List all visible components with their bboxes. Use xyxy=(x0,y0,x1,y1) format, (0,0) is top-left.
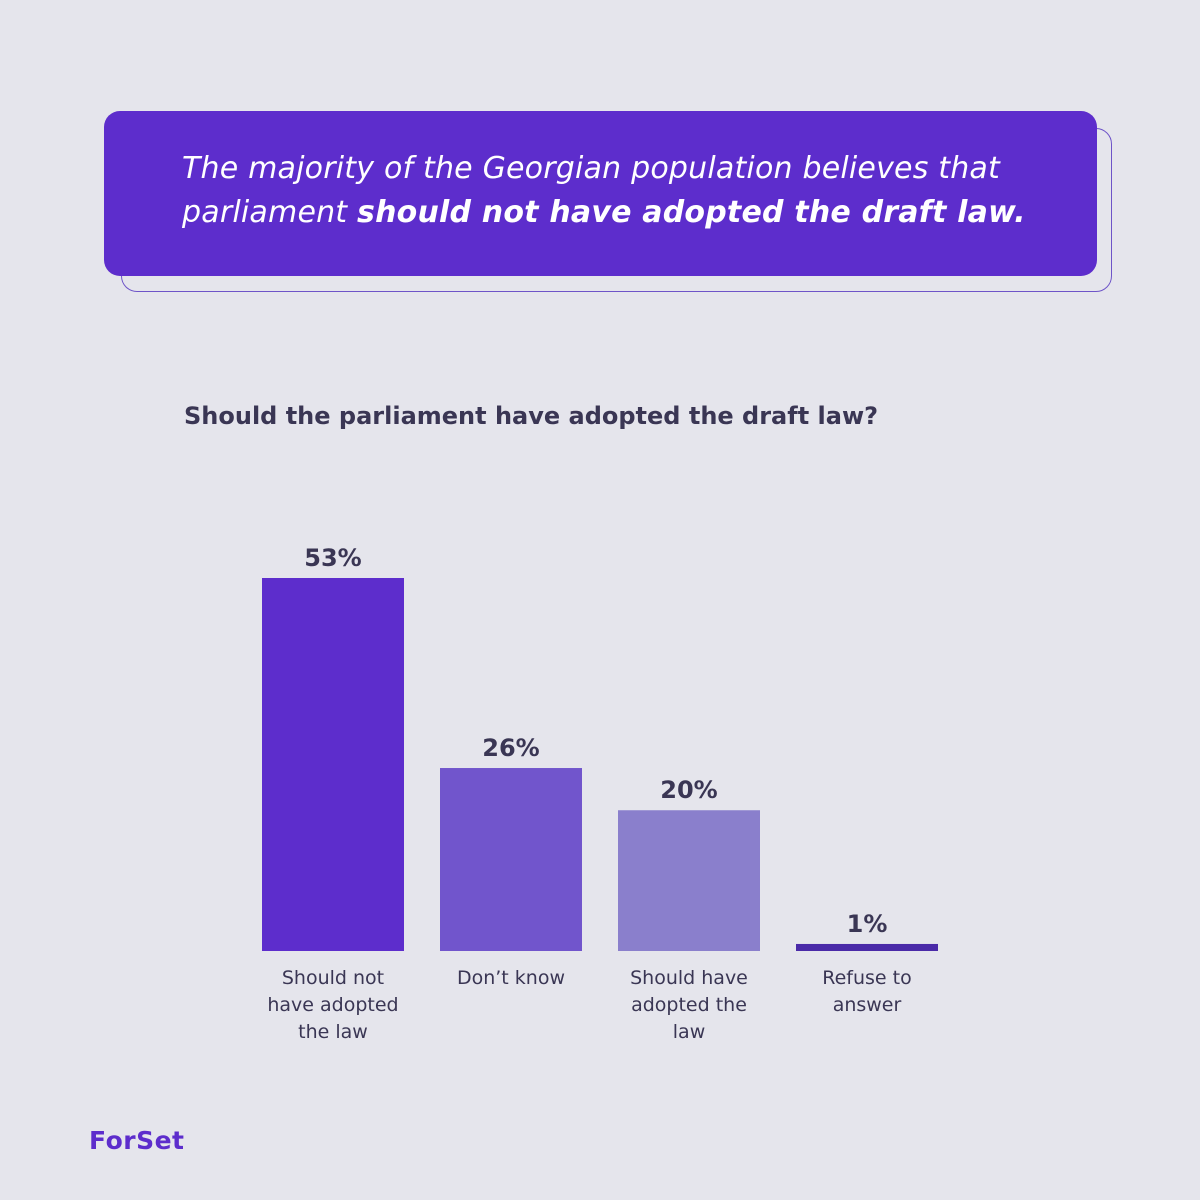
category-label-line: the law xyxy=(298,1021,368,1043)
bar-2 xyxy=(440,768,582,951)
category-label-3: Should have adopted the law xyxy=(630,967,748,1043)
bar-value-label-3: 20% xyxy=(660,776,717,804)
category-label-4: Refuse to answer xyxy=(822,967,911,1016)
category-label-line: Refuse to xyxy=(822,967,911,989)
category-label-line: have adopted xyxy=(267,994,398,1016)
headline-text: The majority of the Georgian population … xyxy=(182,147,1057,235)
bar-3 xyxy=(618,810,760,951)
category-label-line: Don’t know xyxy=(457,967,565,989)
category-label-line: law xyxy=(673,1021,705,1043)
bar-1 xyxy=(262,578,404,951)
bar-value-label-4: 1% xyxy=(847,910,888,938)
headline-banner: The majority of the Georgian population … xyxy=(104,111,1097,276)
bar-4 xyxy=(796,943,938,951)
forset-logo: ForSet xyxy=(89,1126,185,1155)
category-label-line: answer xyxy=(833,994,902,1016)
category-label-line: adopted the xyxy=(631,994,747,1016)
chart-title: Should the parliament have adopted the d… xyxy=(184,402,879,430)
bar-value-label-2: 26% xyxy=(482,734,539,762)
headline-bold: should not have adopted the draft law. xyxy=(357,195,1026,230)
category-label-2: Don’t know xyxy=(457,967,565,989)
category-label-line: Should have xyxy=(630,967,748,989)
bar-chart: 53% Should not have adopted the law 26% Don’t… xyxy=(262,544,938,1043)
bar-value-label-1: 53% xyxy=(304,544,361,572)
category-label-1: Should not have adopted the law xyxy=(267,967,398,1043)
category-label-line: Should not xyxy=(282,967,384,989)
headline-regular: The majority of the Georgian population … xyxy=(182,151,1000,230)
